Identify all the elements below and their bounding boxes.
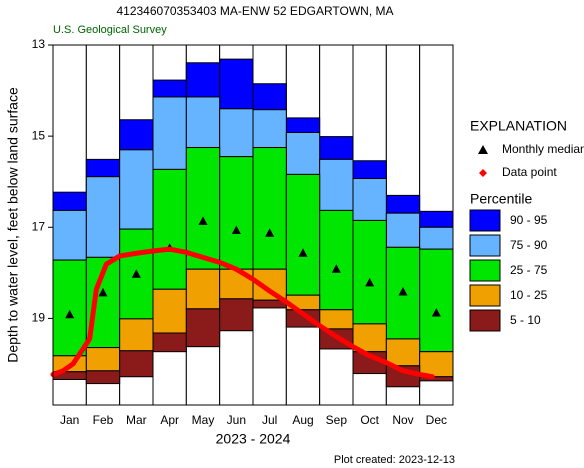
percentile-box bbox=[352, 219, 387, 325]
y-axis-label: Depth to water level, feet below land su… bbox=[5, 87, 21, 363]
percentile-box bbox=[319, 158, 354, 211]
median-marker bbox=[198, 216, 208, 225]
median-marker bbox=[398, 286, 408, 296]
percentile-box bbox=[319, 136, 354, 160]
y-tick-label: 17 bbox=[32, 219, 46, 233]
percentile-box bbox=[252, 147, 287, 270]
percentile-box bbox=[85, 370, 121, 385]
percentile-box bbox=[152, 288, 187, 334]
x-tick-label: Sep bbox=[326, 413, 348, 427]
x-tick-label: Apr bbox=[160, 413, 179, 427]
percentile-box bbox=[419, 248, 454, 353]
legend-title: EXPLANATION bbox=[470, 118, 567, 134]
median-marker bbox=[331, 264, 341, 273]
x-tick-label: Nov bbox=[392, 413, 413, 427]
percentile-box bbox=[419, 226, 454, 250]
percentile-box bbox=[185, 308, 221, 348]
percentile-box bbox=[185, 62, 221, 98]
percentile-box bbox=[185, 268, 221, 310]
legend-label: Data point bbox=[502, 165, 557, 179]
percentile-box bbox=[219, 156, 254, 270]
legend-data-point-marker bbox=[479, 169, 487, 177]
percentile-box bbox=[385, 338, 421, 367]
median-marker bbox=[65, 309, 75, 319]
percentile-box bbox=[385, 194, 421, 214]
percentile-box bbox=[52, 191, 87, 211]
legend-median-marker bbox=[478, 145, 488, 154]
percentile-box bbox=[185, 147, 221, 270]
percentile-box bbox=[285, 173, 321, 296]
percentile-box bbox=[152, 332, 187, 353]
percentile-box bbox=[119, 228, 154, 320]
legend-label: 75 - 90 bbox=[510, 238, 548, 252]
legend-label: 90 - 95 bbox=[510, 213, 548, 227]
x-tick-label: Dec bbox=[426, 413, 447, 427]
percentile-box bbox=[252, 109, 287, 149]
x-tick-label: Mar bbox=[126, 413, 147, 427]
footer: Plot created: 2023-12-13 bbox=[334, 454, 455, 466]
chart-title: 412346070353403 MA-ENW 52 EDGARTOWN, MA bbox=[116, 4, 393, 18]
percentile-box bbox=[285, 131, 321, 175]
chart-subtitle: U.S. Geological Survey bbox=[53, 24, 167, 36]
x-tick-label: May bbox=[192, 413, 215, 427]
x-tick-label: Feb bbox=[93, 413, 114, 427]
y-tick-label: 19 bbox=[32, 311, 46, 325]
percentile-box bbox=[152, 168, 187, 290]
percentile-box bbox=[385, 212, 421, 248]
percentile-box bbox=[352, 160, 387, 180]
percentile-box bbox=[119, 119, 154, 151]
percentile-box bbox=[419, 210, 454, 228]
legend-label: Monthly median bbox=[502, 142, 584, 156]
percentile-box bbox=[285, 117, 321, 133]
plot-border bbox=[52, 44, 454, 406]
percentile-box bbox=[219, 298, 254, 332]
median-marker bbox=[231, 225, 241, 234]
x-tick-label: Jan bbox=[60, 413, 79, 427]
y-tick-label: 15 bbox=[32, 128, 46, 142]
percentile-box bbox=[219, 58, 254, 110]
legend-swatch bbox=[469, 309, 501, 332]
percentile-box bbox=[119, 318, 154, 352]
x-tick-label: Jul bbox=[262, 413, 277, 427]
median-marker bbox=[431, 307, 441, 317]
percentile-box bbox=[52, 209, 87, 261]
percentile-box bbox=[152, 79, 187, 98]
legend-subtitle: Percentile bbox=[470, 191, 532, 207]
legend-swatch bbox=[469, 259, 501, 282]
percentile-box bbox=[119, 149, 154, 230]
x-tick-label: Jun bbox=[227, 413, 246, 427]
legend-swatch bbox=[469, 234, 501, 257]
percentile-box bbox=[152, 96, 187, 170]
x-tick-label: Oct bbox=[360, 413, 379, 427]
legend-label: 10 - 25 bbox=[510, 288, 548, 302]
percentile-box bbox=[319, 209, 354, 311]
percentile-box bbox=[52, 259, 87, 357]
median-marker bbox=[365, 277, 375, 287]
legend-swatch bbox=[469, 209, 501, 232]
x-tick-label: Aug bbox=[292, 413, 313, 427]
legend-label: 5 - 10 bbox=[510, 313, 541, 327]
percentile-box bbox=[85, 176, 121, 258]
legend-swatch bbox=[469, 284, 501, 307]
percentile-box bbox=[185, 96, 221, 149]
percentile-box bbox=[85, 158, 121, 178]
percentile-box bbox=[252, 83, 287, 111]
median-marker bbox=[131, 269, 141, 278]
legend-label: 25 - 75 bbox=[510, 263, 548, 277]
median-marker bbox=[265, 228, 275, 237]
percentile-box bbox=[85, 347, 121, 372]
y-tick-label: 13 bbox=[32, 37, 46, 51]
percentile-box bbox=[119, 350, 154, 378]
percentile-box bbox=[352, 178, 387, 221]
median-marker bbox=[298, 248, 308, 257]
percentile-box bbox=[219, 108, 254, 158]
median-marker bbox=[98, 287, 108, 297]
data-line bbox=[50, 246, 435, 380]
x-axis-label: 2023 - 2024 bbox=[216, 431, 291, 447]
